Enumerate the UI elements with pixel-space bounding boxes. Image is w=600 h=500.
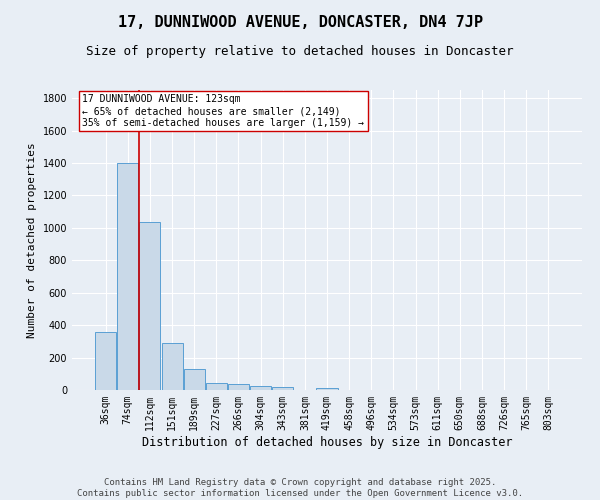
Bar [118, 163, 139, 390]
Text: 17, DUNNIWOOD AVENUE, DONCASTER, DN4 7JP: 17, DUNNIWOOD AVENUE, DONCASTER, DN4 7JP [118, 15, 482, 30]
Bar [228, 384, 249, 390]
X-axis label: Distribution of detached houses by size in Doncaster: Distribution of detached houses by size … [142, 436, 512, 448]
Text: 17 DUNNIWOOD AVENUE: 123sqm
← 65% of detached houses are smaller (2,149)
35% of : 17 DUNNIWOOD AVENUE: 123sqm ← 65% of det… [82, 94, 364, 128]
Bar [206, 383, 227, 390]
Y-axis label: Number of detached properties: Number of detached properties [27, 142, 37, 338]
Bar [95, 332, 116, 390]
Text: Contains HM Land Registry data © Crown copyright and database right 2025.
Contai: Contains HM Land Registry data © Crown c… [77, 478, 523, 498]
Bar [184, 369, 205, 390]
Bar [161, 343, 182, 390]
Bar [139, 222, 160, 390]
Text: Size of property relative to detached houses in Doncaster: Size of property relative to detached ho… [86, 45, 514, 58]
Bar [272, 387, 293, 390]
Bar [316, 388, 338, 390]
Bar [250, 386, 271, 390]
